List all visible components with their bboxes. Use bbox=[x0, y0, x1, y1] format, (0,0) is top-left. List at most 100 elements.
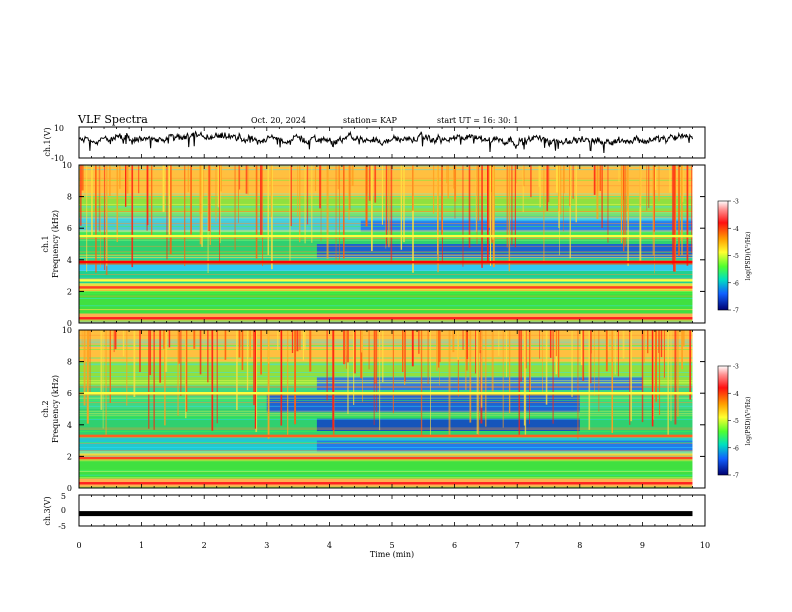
sferic-burst bbox=[81, 165, 84, 191]
sferic-burst bbox=[371, 165, 373, 252]
x-tick-label: 10 bbox=[700, 541, 710, 550]
sferic-burst bbox=[559, 165, 560, 256]
spectral-line bbox=[79, 392, 693, 395]
sferic-burst bbox=[686, 165, 689, 266]
sferic-burst bbox=[374, 330, 377, 384]
sferic-burst bbox=[304, 165, 306, 244]
sferic-burst bbox=[588, 330, 591, 430]
colorbar-tick-label: -5 bbox=[733, 253, 739, 260]
spectrogram-striation bbox=[79, 334, 693, 336]
sferic-burst bbox=[557, 330, 560, 378]
sferic-burst bbox=[368, 165, 371, 201]
sferic-burst bbox=[523, 165, 525, 187]
sferic-burst bbox=[219, 165, 221, 262]
sferic-burst bbox=[485, 330, 487, 427]
sferic-burst bbox=[629, 330, 631, 425]
spectral-line bbox=[79, 434, 693, 438]
sferic-burst bbox=[91, 165, 93, 237]
sferic-burst bbox=[234, 165, 236, 251]
sferic-burst bbox=[400, 165, 403, 250]
sferic-burst bbox=[268, 330, 270, 364]
spectrogram-band bbox=[79, 291, 693, 314]
sferic-burst bbox=[589, 330, 592, 384]
colorbar-tick-label: -3 bbox=[733, 364, 739, 371]
sferic-burst bbox=[524, 330, 527, 435]
sferic-burst bbox=[100, 165, 101, 268]
spectrogram-striation bbox=[79, 289, 693, 291]
x-tick-label: 5 bbox=[389, 541, 394, 550]
sferic-burst bbox=[605, 330, 608, 372]
sferic-burst bbox=[674, 165, 676, 272]
spectrogram-striation bbox=[79, 387, 693, 389]
spectrogram-striation bbox=[79, 414, 693, 416]
sferic-burst bbox=[219, 165, 222, 192]
no-data-area bbox=[692, 165, 705, 323]
sferic-burst bbox=[438, 330, 440, 368]
sferic-burst bbox=[291, 330, 294, 354]
sferic-burst bbox=[133, 330, 136, 398]
spectrogram-striation bbox=[79, 254, 693, 256]
sferic-burst bbox=[353, 330, 355, 406]
sferic-burst bbox=[596, 165, 599, 220]
sferic-burst bbox=[209, 165, 211, 245]
spectrogram-striation bbox=[79, 402, 693, 403]
sferic-burst bbox=[420, 330, 423, 436]
sferic-burst bbox=[149, 330, 152, 376]
sferic-burst bbox=[647, 330, 649, 354]
sferic-burst bbox=[392, 330, 394, 414]
sferic-burst bbox=[611, 330, 614, 433]
sferic-burst bbox=[643, 330, 645, 363]
sferic-burst bbox=[478, 165, 480, 221]
ch2-colorbar: -3 -4 -5 -6 -7 log(PSD)(V²/Hz) bbox=[717, 364, 752, 480]
spectrogram-striation bbox=[79, 319, 693, 321]
spectral-line bbox=[79, 234, 693, 238]
sferic-burst bbox=[86, 330, 89, 424]
spectrogram-striation bbox=[79, 363, 693, 365]
spectrogram-striation bbox=[79, 486, 693, 488]
sferic-burst bbox=[164, 330, 166, 426]
ch1-ylabel-line2: Frequency (kHz) bbox=[51, 210, 60, 278]
sferic-burst bbox=[441, 165, 444, 238]
sferic-burst bbox=[412, 165, 414, 273]
sferic-burst bbox=[108, 165, 111, 197]
spectrogram-striation bbox=[79, 442, 693, 444]
date-label: Oct. 20, 2024 bbox=[251, 116, 306, 125]
spectrogram-striation bbox=[79, 376, 693, 378]
ch3-ytick-top: 5 bbox=[61, 492, 66, 501]
sferic-burst bbox=[354, 330, 356, 374]
sferic-burst bbox=[488, 165, 491, 228]
sferic-burst bbox=[346, 330, 348, 356]
sferic-burst bbox=[190, 165, 192, 235]
sferic-burst bbox=[80, 165, 82, 226]
spectrogram-striation bbox=[79, 437, 693, 439]
spectrogram-striation bbox=[79, 357, 693, 359]
spectrogram-striation bbox=[79, 321, 693, 323]
sferic-burst bbox=[193, 330, 196, 349]
ch1-colorbar-label: log(PSD)(V²/Hz) bbox=[745, 232, 752, 281]
sferic-burst bbox=[492, 165, 494, 240]
sferic-burst bbox=[617, 330, 619, 377]
sferic-burst bbox=[351, 165, 354, 186]
colorbar-tick-label: -5 bbox=[733, 418, 739, 425]
spectrogram-striation bbox=[79, 346, 693, 347]
sferic-burst bbox=[139, 330, 141, 373]
sferic-burst bbox=[287, 330, 289, 437]
sferic-burst bbox=[466, 330, 468, 371]
no-data-area bbox=[692, 330, 705, 488]
sferic-burst bbox=[348, 165, 350, 220]
sferic-burst bbox=[332, 330, 334, 431]
sferic-burst bbox=[680, 165, 683, 242]
ch1-ytick-top: 10 bbox=[54, 124, 64, 133]
sferic-burst bbox=[289, 165, 291, 261]
sferic-burst bbox=[654, 165, 657, 191]
sferic-burst bbox=[475, 330, 477, 374]
sferic-burst bbox=[100, 330, 103, 410]
sferic-burst bbox=[658, 330, 660, 353]
ch2-spectrogram-image bbox=[79, 330, 705, 489]
colorbar-tick-label: -7 bbox=[733, 308, 739, 315]
spectrogram-striation bbox=[79, 380, 693, 382]
sferic-burst bbox=[655, 330, 657, 402]
ch1-ytick-bottom: -10 bbox=[51, 154, 64, 163]
sferic-burst bbox=[481, 165, 483, 268]
spectrogram-striation bbox=[79, 364, 693, 366]
